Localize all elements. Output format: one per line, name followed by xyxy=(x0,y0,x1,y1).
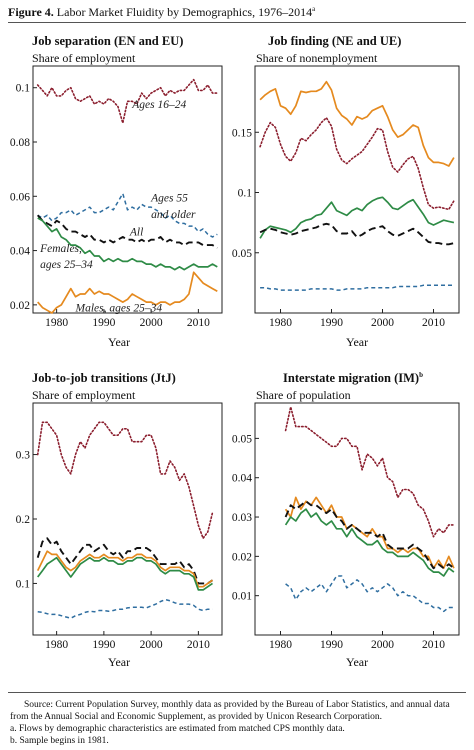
series-annotation: Ages 16–24 xyxy=(131,99,186,111)
series-line-females-25-34 xyxy=(37,217,218,271)
panel-xlabel-job-to-job: Year xyxy=(108,655,131,669)
x-tick-label: 2010 xyxy=(187,639,210,651)
panel-title-job-finding: Job finding (NE and UE) xyxy=(268,34,402,48)
x-tick-label: 2010 xyxy=(422,317,445,329)
series-line-ages-16-24 xyxy=(259,116,455,211)
panel-title-job-to-job: Job-to-job transitions (JtJ) xyxy=(32,371,176,385)
y-tick-label: 0.02 xyxy=(232,551,252,563)
panel-ylabel-job-to-job: Share of employment xyxy=(32,388,136,402)
y-tick-label: 0.08 xyxy=(10,137,30,149)
series-line-ages-16-24 xyxy=(36,421,214,540)
figure-title: Figure 4. Labor Market Fluidity by Demog… xyxy=(8,5,315,20)
panel-ylabel-job-finding: Share of nonemployment xyxy=(256,51,378,65)
x-tick-label: 1980 xyxy=(269,317,292,329)
series-line-all xyxy=(259,222,455,246)
x-tick-label: 1990 xyxy=(320,639,343,651)
chart-job-separation: 1980 1990 2000 2010 0.02 0.04 0.06 0.08 0.1 Ages … xyxy=(10,65,223,329)
x-tick-label: 2010 xyxy=(422,639,445,651)
panel-xlabel-job-finding: Year xyxy=(346,335,369,349)
y-tick-label: 0.02 xyxy=(10,300,30,312)
panel-ylabel-job-separation: Share of employment xyxy=(32,51,136,65)
y-tick-label: 0.04 xyxy=(10,246,30,258)
series-annotation: Males, ages 25–34 xyxy=(75,303,163,315)
series-line-ages-55-older xyxy=(285,575,454,613)
x-tick-label: 1990 xyxy=(320,317,343,329)
series-line-ages-16-24 xyxy=(36,78,219,124)
series-line-females-25-34 xyxy=(284,508,455,577)
panel-xlabel-job-separation: Year xyxy=(108,335,131,349)
series-line-males-25-34 xyxy=(36,550,213,588)
series-line-ages-16-24 xyxy=(284,406,455,538)
x-tick-label: 1990 xyxy=(92,639,115,651)
chart-job-to-job: 1980 1990 2000 2010 0.1 0.2 0.3 xyxy=(16,402,223,651)
top-rule xyxy=(8,22,466,23)
y-tick-label: 0.1 xyxy=(238,188,253,200)
chart-job-finding: 1980 1990 2000 2010 0.05 0.1 0.15 xyxy=(232,65,460,329)
figure-title-note: a xyxy=(312,5,316,13)
x-tick-label: 1980 xyxy=(45,317,68,329)
x-tick-label: 1980 xyxy=(269,639,292,651)
bottom-rule xyxy=(8,692,466,693)
plot-frame xyxy=(254,402,460,636)
series-line-ages-55-older xyxy=(37,192,218,238)
series-annotation: and older xyxy=(151,209,196,221)
x-tick-label: 2000 xyxy=(371,317,394,329)
source-note: Source: Current Population Survey, month… xyxy=(10,700,450,722)
plot-frame xyxy=(32,402,223,636)
series-line-all xyxy=(284,500,455,570)
series-line-males-25-34 xyxy=(259,80,455,167)
note-a: a. Flows by demographic characteristics … xyxy=(10,724,345,734)
panel-title-job-separation: Job separation (EN and EU) xyxy=(32,34,184,48)
y-tick-label: 0.15 xyxy=(232,127,252,139)
y-tick-label: 0.06 xyxy=(10,191,30,203)
x-tick-label: 2000 xyxy=(140,639,163,651)
x-tick-label: 2010 xyxy=(187,317,210,329)
y-tick-label: 0.1 xyxy=(16,578,31,590)
series-annotation: All xyxy=(129,227,143,239)
figure-notes: Source: Current Population Survey, month… xyxy=(10,699,466,747)
series-annotation: Females, xyxy=(39,243,82,255)
x-tick-label: 1990 xyxy=(92,317,115,329)
y-tick-label: 0.04 xyxy=(232,473,252,485)
series-line-ages-55-older xyxy=(260,284,454,291)
y-tick-label: 0.05 xyxy=(232,248,252,260)
y-tick-label: 0.03 xyxy=(232,512,252,524)
panel-xlabel-interstate-migration: Year xyxy=(346,655,369,669)
x-tick-label: 2000 xyxy=(140,317,163,329)
series-line-ages-55-older xyxy=(37,598,213,619)
y-tick-label: 0.2 xyxy=(16,514,31,526)
figure-title-text: Labor Market Fluidity by Demographics, 1… xyxy=(56,5,313,19)
chart-interstate-migration: 1980 1990 2000 2010 0.01 0.02 0.03 0.04 0.05 xyxy=(232,402,460,651)
y-tick-label: 0.3 xyxy=(16,450,31,462)
x-tick-label: 2000 xyxy=(371,639,394,651)
series-line-males-25-34 xyxy=(37,271,218,314)
note-b: b. Sample begins in 1981. xyxy=(10,736,109,746)
series-line-all xyxy=(36,214,218,249)
series-annotation: Ages 55 xyxy=(150,193,188,205)
series-line-all xyxy=(36,537,214,585)
y-tick-label: 0.01 xyxy=(232,591,252,603)
panel-title-interstate-migration: Interstate migration (IM)b xyxy=(283,371,423,386)
plot-frame xyxy=(254,65,460,314)
x-tick-label: 1980 xyxy=(45,639,68,651)
y-tick-label: 0.05 xyxy=(232,433,252,445)
y-tick-label: 0.1 xyxy=(16,83,31,95)
series-line-females-25-34 xyxy=(259,196,455,239)
series-line-females-25-34 xyxy=(37,556,213,591)
panel-ylabel-interstate-migration: Share of population xyxy=(256,388,351,402)
series-annotation: ages 25–34 xyxy=(40,259,93,271)
plot-frame xyxy=(32,65,223,314)
figure-label: Figure 4. xyxy=(8,5,54,19)
